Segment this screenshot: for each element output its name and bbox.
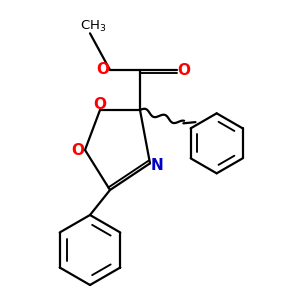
Text: O: O bbox=[177, 62, 190, 77]
Text: O: O bbox=[71, 142, 84, 158]
Text: CH$_3$: CH$_3$ bbox=[80, 19, 106, 34]
Text: O: O bbox=[96, 61, 109, 76]
Text: N: N bbox=[151, 158, 164, 172]
Text: O: O bbox=[94, 97, 106, 112]
